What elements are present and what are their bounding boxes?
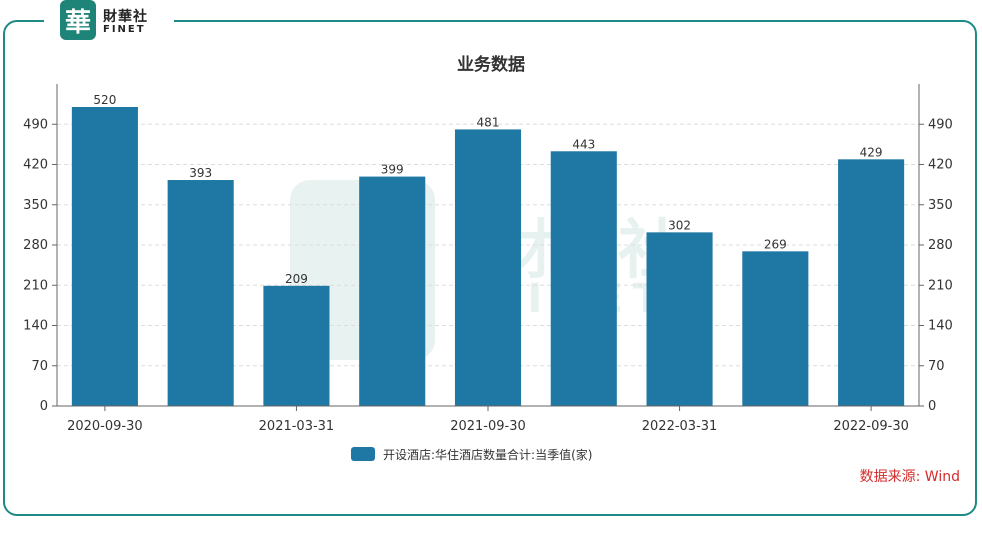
data-label: 302 <box>668 218 691 232</box>
chart-title: 业务数据 <box>457 55 525 75</box>
chart-legend[interactable]: 开设酒店:华住酒店数量合计:当季值(家) <box>351 445 592 463</box>
x-tick-label: 2021-09-30 <box>450 419 526 434</box>
bar <box>646 232 713 406</box>
bar <box>167 180 234 406</box>
y-tick-label-left: 280 <box>23 238 48 253</box>
y-tick-label-right: 280 <box>928 238 953 253</box>
bar <box>838 159 905 406</box>
y-tick-label-left: 490 <box>23 117 48 132</box>
logo-name-en: FINET <box>103 24 146 35</box>
logo-seal-icon: 華 <box>60 0 96 40</box>
y-tick-label-left: 0 <box>40 399 48 414</box>
bar <box>71 107 138 406</box>
x-tick-label: 2020-09-30 <box>67 419 143 434</box>
bar <box>742 251 809 406</box>
legend-label: 开设酒店:华住酒店数量合计:当季值(家) <box>383 447 593 462</box>
bar <box>454 129 522 407</box>
y-tick-label-left: 70 <box>31 359 48 374</box>
y-tick-label-left: 420 <box>23 158 48 173</box>
card-frame <box>3 20 977 516</box>
data-label: 520 <box>93 93 116 107</box>
data-source-label: 数据来源: Wind <box>859 469 960 485</box>
x-tick-label: 2022-03-31 <box>642 419 718 434</box>
data-label: 399 <box>381 163 404 177</box>
y-tick-label-right: 70 <box>928 359 945 374</box>
x-tick-label: 2022-09-30 <box>833 419 909 434</box>
data-label: 443 <box>572 137 595 151</box>
data-label: 393 <box>189 166 212 180</box>
bar <box>359 176 426 406</box>
data-label: 481 <box>477 115 500 129</box>
y-tick-label-left: 140 <box>23 319 48 334</box>
y-tick-label-right: 140 <box>928 319 953 334</box>
bar <box>263 285 330 406</box>
y-tick-label-right: 350 <box>928 198 953 213</box>
data-label: 429 <box>860 145 883 159</box>
data-label: 269 <box>764 237 787 251</box>
logo-name-cn: 財華社 <box>103 9 148 25</box>
y-tick-label-left: 210 <box>23 278 48 293</box>
y-tick-label-right: 420 <box>928 158 953 173</box>
y-tick-label-left: 350 <box>23 198 48 213</box>
brand-logo: 華 財華社 FINET <box>44 0 174 40</box>
y-tick-label-right: 490 <box>928 117 953 132</box>
y-tick-label-right: 0 <box>928 399 936 414</box>
bar <box>550 151 617 406</box>
x-tick-label: 2021-03-31 <box>259 419 335 434</box>
legend-swatch <box>351 447 375 461</box>
data-label: 209 <box>285 272 308 286</box>
y-tick-label-right: 210 <box>928 278 953 293</box>
